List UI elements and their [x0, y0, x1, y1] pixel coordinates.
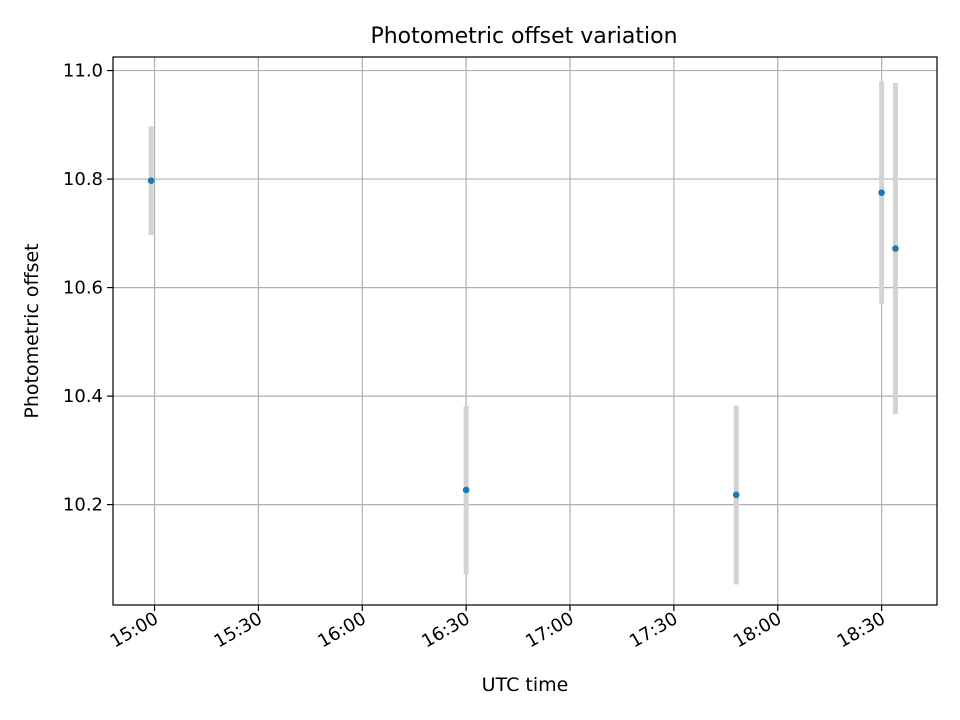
x-tick-label: 17:30 — [626, 608, 681, 652]
x-tick-label: 15:00 — [107, 608, 162, 652]
error-bars — [148, 81, 898, 585]
data-point — [147, 177, 155, 185]
x-axis-label: UTC time — [482, 674, 569, 696]
x-tick-label: 16:00 — [314, 608, 369, 652]
data-points — [147, 177, 899, 499]
data-point — [878, 189, 885, 196]
x-tick-label: 16:30 — [418, 608, 473, 652]
data-point — [462, 486, 470, 494]
data-point — [732, 491, 740, 499]
data-point — [892, 245, 899, 252]
y-tick-label: 10.8 — [63, 169, 103, 190]
chart-title: Photometric offset variation — [370, 24, 677, 49]
plot-frame — [112, 56, 938, 606]
y-tick-label: 10.6 — [63, 278, 103, 299]
x-tick-label: 17:00 — [522, 608, 577, 652]
y-ticks: 10.2 10.4 10.6 10.8 11.0 — [63, 61, 113, 516]
y-tick-label: 10.4 — [63, 386, 103, 407]
grid — [113, 57, 937, 605]
y-axis-label: Photometric offset — [21, 243, 43, 418]
x-tick-label: 18:00 — [730, 608, 785, 652]
y-tick-label: 10.2 — [63, 495, 103, 516]
y-tick-label: 11.0 — [63, 61, 103, 82]
x-tick-label: 18:30 — [834, 608, 889, 652]
x-tick-label: 15:30 — [210, 608, 265, 652]
x-ticks: 15:00 15:30 16:00 16:30 17:00 17:30 18:00 18:30 — [107, 605, 889, 652]
